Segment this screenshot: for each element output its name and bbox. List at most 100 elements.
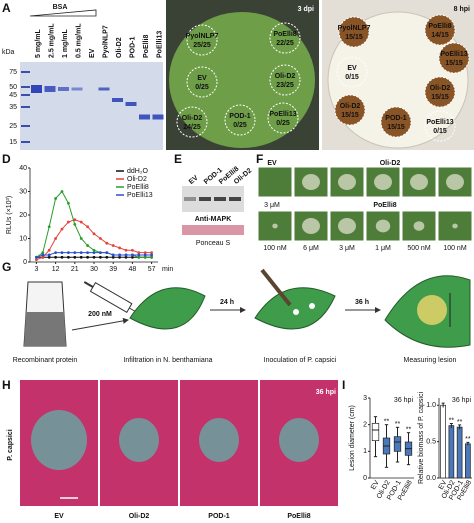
x-tick-label: EV (370, 479, 381, 491)
box (393, 436, 402, 452)
data-point (41, 253, 45, 257)
spot-label: PyolNLP7 (186, 33, 219, 40)
step-label: Recombinant protein (13, 357, 78, 364)
lesion (338, 218, 356, 234)
infiltration-spot (269, 64, 301, 96)
lane-label: 1 mg/mL (62, 28, 69, 58)
bar (448, 425, 455, 479)
data-point (67, 251, 70, 255)
blot-band (184, 197, 196, 201)
leaf-photo (257, 166, 293, 198)
data-point (67, 201, 70, 205)
infiltration-spot (186, 66, 218, 98)
lesion (338, 174, 356, 190)
data-point (131, 253, 134, 257)
lane-label: POD-1 (129, 37, 136, 59)
gel (20, 62, 163, 150)
data-point (67, 255, 70, 259)
data-point (99, 237, 102, 240)
lesion (199, 418, 239, 462)
time-label: 36 hpi (316, 389, 336, 396)
x-tick-label: 12 (52, 266, 60, 273)
blot-band (214, 197, 226, 201)
infiltration-spot (186, 24, 218, 56)
significance: ** (395, 421, 401, 428)
gel-title: BSA (53, 4, 68, 11)
data-point (60, 227, 64, 231)
lesion (119, 418, 159, 462)
treatment-label: POD-1 (208, 513, 230, 520)
data-point (105, 255, 109, 259)
data-point (73, 223, 77, 226)
y-tick-label: 0.5 (426, 438, 436, 445)
y-tick-label: 40 (19, 165, 27, 172)
x-tick-label: 48 (129, 266, 137, 273)
infiltration-spot (176, 106, 208, 138)
leaf (254, 287, 336, 330)
spot-score: 15/15 (445, 60, 463, 67)
blot-band (199, 197, 211, 201)
significance: ** (457, 419, 463, 426)
chart-title: 36 hpi (394, 397, 414, 404)
data-point (111, 255, 115, 259)
lane-label: EV (188, 174, 200, 186)
lesion (413, 221, 425, 231)
concentration: 1 μM (375, 245, 391, 252)
spot-score: 0/15 (433, 128, 447, 135)
error-bar (441, 402, 445, 408)
y-tick-label: 0.0 (426, 475, 436, 482)
leaf (169, 12, 315, 148)
data-point (47, 248, 51, 252)
infiltration-spot (424, 110, 456, 142)
spot-score: 0/25 (276, 120, 290, 127)
data-point (131, 248, 134, 252)
spot-score: 0/15 (345, 74, 359, 81)
data-point (150, 253, 154, 257)
y-tick-label: 1 (363, 448, 367, 455)
lesion (446, 174, 464, 190)
lesion (410, 174, 428, 190)
data-point (79, 255, 83, 259)
lane-label: EV (89, 48, 96, 58)
data-point (35, 258, 38, 262)
data-point (92, 248, 96, 252)
leaf-photo (401, 166, 437, 198)
data-point (54, 255, 57, 259)
data-point (118, 253, 121, 257)
marker-label: 35 (9, 104, 17, 111)
panel-letter: E (174, 152, 182, 166)
protein-band (112, 98, 123, 102)
row-label: Oli-D2 (380, 160, 401, 167)
spot-score: 15/15 (341, 112, 359, 119)
concentration: 500 nM (407, 245, 431, 252)
lane-label: 5 mg/mL (35, 28, 42, 58)
x-tick-label: 30 (90, 266, 98, 273)
panel-letter: F (256, 152, 263, 166)
spot-score: 15/15 (431, 94, 449, 101)
data-point (41, 255, 45, 259)
data-point (124, 255, 128, 259)
data-point (131, 255, 134, 259)
lesion (272, 223, 278, 229)
ponceau-stain (182, 225, 244, 235)
y-tick-label: 20 (19, 212, 27, 219)
data-point (73, 251, 77, 255)
inoculum (309, 303, 315, 309)
marker-label: 45 (9, 92, 17, 99)
concentration: 3 μM (339, 245, 355, 252)
row-label: EV (267, 160, 277, 167)
data-point (143, 253, 147, 257)
data-point (124, 253, 128, 257)
row-label: PoElli8 (373, 202, 396, 209)
marker-label: 25 (9, 123, 17, 130)
data-point (137, 251, 141, 255)
bar (440, 404, 446, 479)
marker-band (21, 86, 30, 88)
data-point (73, 255, 77, 259)
data-point (143, 255, 147, 259)
spot-score: 14/15 (431, 32, 449, 39)
infiltration-spot (267, 102, 299, 134)
data-point (60, 190, 64, 193)
x-axis-label: min (162, 266, 173, 273)
spot-label: PoElli13 (426, 119, 453, 126)
